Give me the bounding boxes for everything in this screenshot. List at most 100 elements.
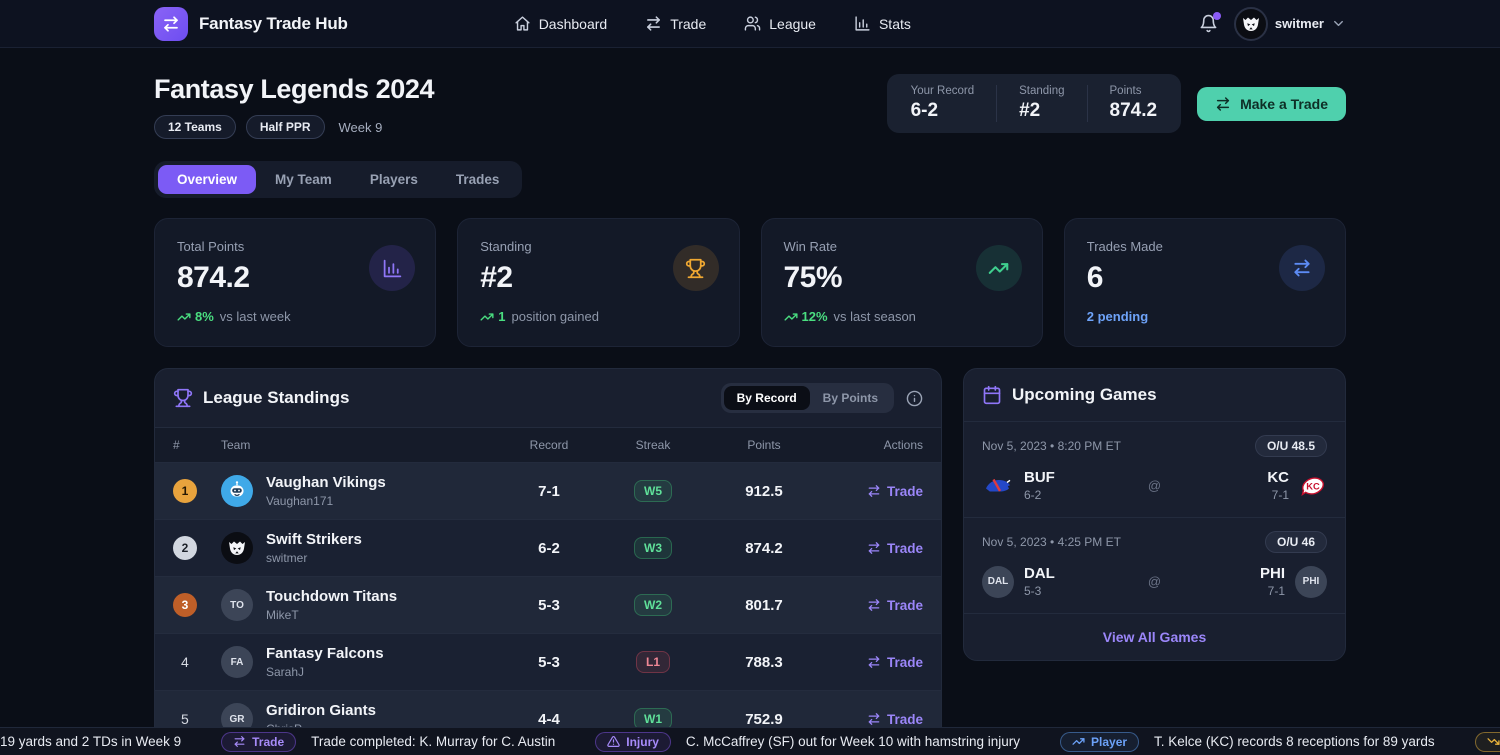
team-points: 912.5	[745, 482, 783, 500]
team-avatar-robot	[221, 475, 253, 507]
view-tabs: Overview My Team Players Trades	[154, 161, 523, 198]
table-row: 2 Swift Strikers switmer 6-2 W3 874.2 Tr…	[155, 520, 941, 577]
swap-icon	[1215, 96, 1231, 112]
trophy-icon	[173, 388, 193, 408]
stat-change: 1	[480, 309, 505, 324]
rank-badge: 1	[173, 479, 197, 503]
nav-label: Trade	[670, 15, 707, 32]
team-owner: switmer	[266, 551, 308, 565]
streak-badge: W2	[634, 594, 672, 616]
league-hero: Fantasy Legends 2024 12 Teams Half PPR W…	[154, 74, 1346, 139]
table-row: 3 TO Touchdown Titans MikeT 5-3 W2 801.7…	[155, 577, 941, 634]
bar-chart-icon	[369, 245, 416, 291]
bar-chart-icon	[854, 15, 871, 32]
toggle-by-points[interactable]: By Points	[822, 391, 878, 405]
stat-label: Total Points	[177, 239, 245, 254]
trade-button[interactable]: Trade	[825, 541, 923, 556]
nav-item-stats[interactable]: Stats	[854, 15, 911, 32]
nav-item-league[interactable]: League	[744, 15, 816, 32]
trade-button[interactable]: Trade	[825, 655, 923, 670]
home-team-abbr: KC	[1267, 469, 1289, 486]
trade-button[interactable]: Trade	[825, 712, 923, 727]
team-record: 5-3	[538, 653, 560, 671]
swap-icon	[867, 598, 881, 612]
stat-card-standing: Standing #2 1 position gained	[457, 218, 740, 347]
col-rank: #	[173, 438, 180, 452]
stat-note: position gained	[511, 309, 599, 324]
view-all-games-link[interactable]: View All Games	[1102, 629, 1207, 645]
swap-icon	[867, 712, 881, 726]
team-name: Gridiron Giants	[266, 702, 377, 719]
chevron-down-icon	[1331, 16, 1346, 31]
team-name: Swift Strikers	[266, 531, 362, 548]
toggle-by-record[interactable]: By Record	[723, 386, 810, 410]
tab-overview[interactable]: Overview	[158, 165, 257, 194]
ticker-text: Trade completed: K. Murray for C. Austin	[311, 734, 556, 749]
stat-value: 874.2	[177, 261, 250, 294]
standings-title: League Standings	[203, 388, 350, 407]
stat-change: 12%	[784, 309, 828, 324]
tab-my-team[interactable]: My Team	[275, 172, 332, 187]
chiefs-logo-icon	[1299, 472, 1327, 500]
summary-label: Standing	[1019, 85, 1065, 97]
info-icon[interactable]	[906, 390, 923, 407]
trade-button[interactable]: Trade	[825, 598, 923, 613]
username: switmer	[1274, 16, 1324, 31]
nav-label: League	[769, 15, 816, 32]
user-menu[interactable]: switmer	[1233, 6, 1346, 41]
league-standings-panel: League Standings By Record By Points # T…	[154, 368, 942, 755]
swap-icon	[645, 15, 662, 32]
summary-label: Points	[1109, 85, 1142, 97]
trending-up-icon	[177, 310, 191, 324]
nav-label: Dashboard	[538, 15, 608, 32]
swap-icon	[867, 655, 881, 669]
tab-players[interactable]: Players	[369, 172, 418, 187]
scoring-format-badge: Half PPR	[245, 115, 325, 139]
make-a-trade-button[interactable]: Make a Trade	[1197, 86, 1346, 121]
col-record: Record	[529, 438, 569, 452]
upcoming-games-panel: Upcoming Games Nov 5, 2023 • 8:20 PM ET …	[963, 368, 1346, 661]
tab-trades[interactable]: Trades	[455, 172, 500, 187]
over-under-badge: O/U 48.5	[1254, 435, 1327, 457]
streak-badge: W1	[634, 708, 672, 730]
alert-triangle-icon	[607, 735, 620, 748]
swap-icon	[867, 484, 881, 498]
brand[interactable]: Fantasy Trade Hub	[154, 6, 348, 41]
stat-cards-row: Total Points 874.2 8% vs last week Stand…	[154, 218, 1346, 347]
team-record: 5-3	[538, 596, 560, 614]
standings-table-header: # Team Record Streak Points Actions	[155, 427, 941, 463]
away-team-abbr: DAL	[1024, 565, 1055, 582]
team-record: 6-2	[538, 539, 560, 557]
calendar-icon	[982, 385, 1002, 405]
main-nav: Dashboard Trade League Stats	[514, 15, 911, 32]
ticker-trade-badge: Trade	[221, 731, 297, 752]
trade-button[interactable]: Trade	[825, 484, 923, 499]
team-owner: SarahJ	[266, 665, 305, 679]
swap-icon	[867, 541, 881, 555]
nav-label: Stats	[878, 15, 911, 32]
page-title: Fantasy Legends 2024	[154, 74, 435, 104]
stat-value: #2	[480, 261, 513, 294]
ticker-waiver-badge: Waiver	[1474, 731, 1500, 752]
home-team-record: 7-1	[1267, 584, 1285, 598]
notification-dot	[1212, 12, 1221, 20]
trending-up-icon	[480, 310, 494, 324]
team-points: 788.3	[745, 653, 783, 671]
phi-logo-circle: PHI	[1295, 565, 1327, 598]
points-value: 874.2	[1109, 100, 1158, 121]
home-team-abbr: PHI	[1259, 565, 1285, 582]
trending-down-icon	[1487, 735, 1500, 748]
notifications-bell-icon[interactable]	[1197, 12, 1221, 35]
your-record-value: 6-2	[910, 100, 939, 121]
swap-icon	[1279, 245, 1325, 291]
team-points: 801.7	[745, 596, 783, 614]
standings-sort-toggle: By Record By Points	[720, 383, 894, 413]
stat-note: vs last week	[219, 309, 291, 324]
away-team-abbr: BUF	[1024, 469, 1055, 486]
at-symbol: @	[1147, 478, 1162, 493]
col-points: Points	[747, 438, 781, 452]
nav-item-trade[interactable]: Trade	[645, 15, 706, 32]
col-team: Team	[221, 438, 251, 452]
nav-item-dashboard[interactable]: Dashboard	[514, 15, 608, 32]
rank-number: 4	[181, 654, 189, 670]
